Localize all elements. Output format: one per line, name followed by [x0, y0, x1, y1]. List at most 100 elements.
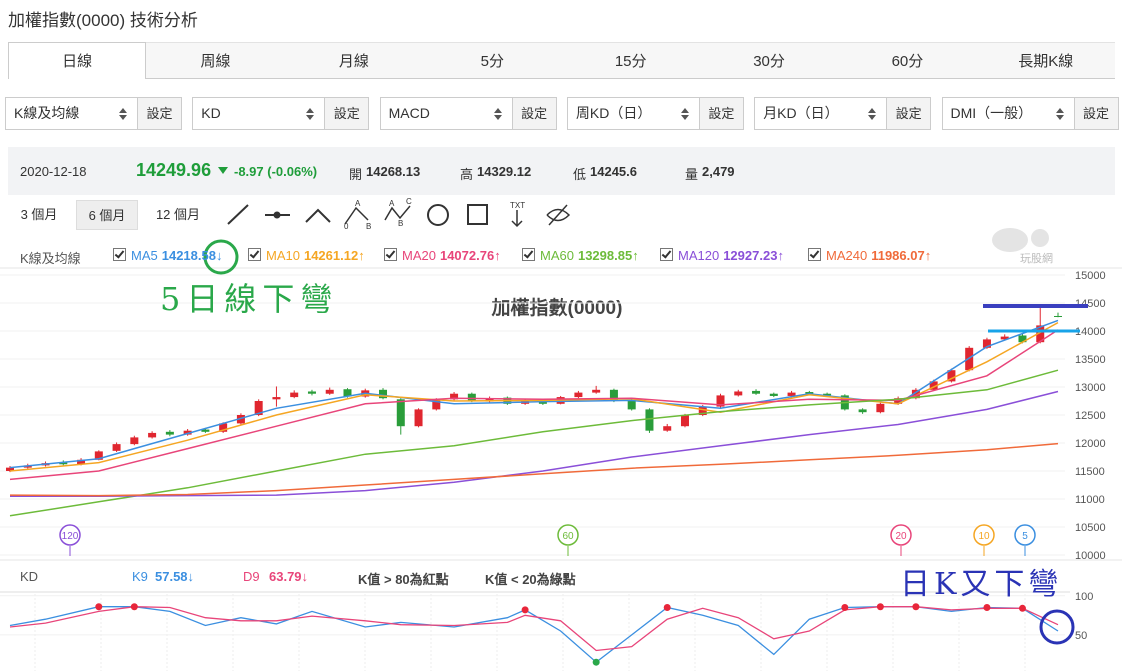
tab[interactable]: 周線 — [146, 42, 285, 79]
down-icon — [218, 167, 228, 174]
kd-note: K值 > 80為紅點 — [358, 572, 449, 587]
tab[interactable]: 60分 — [838, 42, 977, 79]
candle-body — [769, 393, 778, 396]
watermark-text: 玩股網 — [1020, 251, 1053, 265]
select[interactable]: 月KD（日） — [754, 97, 888, 130]
select-label: K線及均線 — [14, 105, 80, 121]
settings-button[interactable]: 設定 — [1073, 97, 1119, 130]
kd-legend-value: 57.58↓ — [155, 569, 194, 584]
tab[interactable]: 長期K線 — [976, 42, 1115, 79]
ma-marker — [59, 524, 81, 546]
y-tick-label: 11500 — [1075, 466, 1105, 478]
legend-item[interactable]: MA10 14261.12↑ — [248, 248, 365, 263]
legend-name: MA5 — [131, 248, 158, 263]
legend-item[interactable]: MA5 14218.58↓ — [113, 248, 222, 263]
period-button[interactable]: 12 個月 — [155, 207, 201, 222]
candle-body — [1018, 335, 1027, 343]
candle-body — [201, 429, 210, 432]
candle-body — [59, 462, 68, 465]
select-arrow — [1055, 108, 1064, 113]
checkbox[interactable] — [522, 248, 535, 261]
candle-body — [183, 430, 192, 435]
settings-button[interactable]: 設定 — [511, 97, 557, 130]
settings-button[interactable]: 設定 — [137, 97, 182, 130]
kd-dot — [876, 603, 884, 611]
quote-label: 高 — [460, 167, 474, 182]
quote-change: -8.97 (-0.06%) — [234, 164, 318, 179]
period-button[interactable]: 6 個月 — [76, 200, 138, 230]
candle-body — [130, 437, 139, 445]
tab[interactable]: 15分 — [561, 42, 700, 79]
candle-body — [379, 389, 388, 399]
y-tick-label: 50 — [1075, 630, 1087, 642]
legend-last: 14218.58 — [161, 248, 216, 263]
tools — [227, 204, 571, 228]
legend-trend: ↑ — [632, 248, 639, 263]
select[interactable]: DMI（一般） — [941, 97, 1075, 130]
legend-name: MA20 — [402, 248, 436, 263]
period-button[interactable]: 3 個月 — [20, 207, 58, 222]
checkbox[interactable] — [113, 248, 126, 261]
legend-name: MA120 — [678, 248, 720, 263]
kd-title: KD — [20, 569, 39, 584]
kd-dot — [130, 603, 138, 611]
candle-body — [94, 451, 103, 460]
tab[interactable]: 5分 — [423, 42, 562, 79]
candle-body — [752, 390, 761, 394]
select-arrow — [680, 115, 689, 120]
y-tick-label: 10000 — [1075, 550, 1106, 562]
candle-body — [627, 400, 636, 410]
checkbox[interactable] — [808, 248, 821, 261]
settings-button[interactable]: 設定 — [324, 97, 370, 130]
select-arrow — [680, 108, 689, 113]
select-arrow — [119, 115, 127, 120]
tool-label: B — [366, 222, 371, 231]
quote-high: 14329.12 — [477, 164, 532, 179]
candle-body — [1000, 336, 1009, 340]
candle-body — [823, 393, 832, 396]
ma-marker — [973, 524, 995, 546]
select[interactable]: KD — [192, 97, 326, 130]
kd-legend-name: K9 — [132, 569, 148, 584]
select-arrow — [119, 108, 127, 113]
candle-body — [698, 406, 707, 415]
legend-item[interactable]: MA60 13298.85↑ — [522, 248, 639, 263]
settings-button[interactable]: 設定 — [698, 97, 744, 130]
candle-body — [165, 431, 174, 435]
select-arrow — [868, 108, 877, 113]
select-label: 月KD（日） — [763, 105, 839, 121]
ma-marker — [890, 524, 912, 546]
candle-body — [876, 403, 885, 413]
select-label: MACD — [388, 105, 430, 121]
tab[interactable]: 日線 — [8, 42, 147, 79]
candle-body — [858, 409, 867, 413]
tab[interactable]: 30分 — [699, 42, 839, 79]
tab[interactable]: 月線 — [284, 42, 424, 79]
ma-marker-label: 10 — [978, 531, 990, 542]
candle-body — [982, 339, 991, 348]
tool-label: C — [406, 197, 412, 206]
legend-item[interactable]: MA20 14072.76↑ — [384, 248, 501, 263]
settings-button[interactable]: 設定 — [886, 97, 932, 130]
candle-body — [1036, 325, 1045, 343]
legend-item[interactable]: MA240 11986.07↑ — [808, 248, 931, 263]
y-tick-label: 13000 — [1075, 382, 1106, 394]
select[interactable]: MACD — [379, 97, 513, 130]
legend-item[interactable]: MA120 12927.23↑ — [660, 248, 784, 263]
legend-trend: ↑ — [494, 248, 501, 263]
candle-body — [680, 415, 689, 427]
quote-open: 14268.13 — [366, 164, 421, 179]
checkbox[interactable] — [384, 248, 397, 261]
legend-trend: ↑ — [358, 248, 365, 263]
checkbox[interactable] — [660, 248, 673, 261]
kd-dot — [1018, 604, 1026, 612]
select[interactable]: 周KD（日） — [566, 97, 700, 130]
select-arrow — [493, 115, 502, 120]
tool-labels: 0 A B A B C TXT — [344, 197, 525, 231]
checkbox[interactable] — [248, 248, 261, 261]
candle-body — [787, 392, 796, 396]
kd-dot — [663, 604, 671, 612]
select[interactable]: K線及均線 — [5, 97, 138, 130]
candle-body — [219, 423, 228, 432]
